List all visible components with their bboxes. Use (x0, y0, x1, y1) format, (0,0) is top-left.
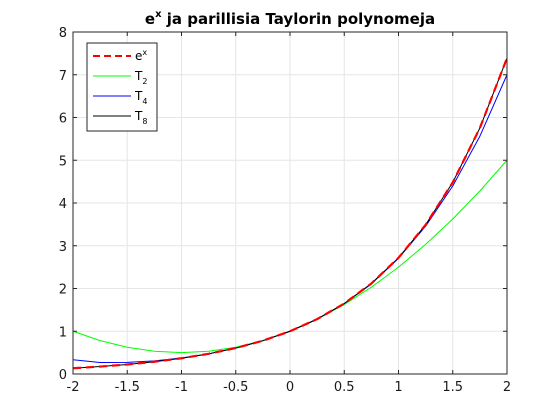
x-tick-label: 2 (503, 380, 511, 395)
y-tick-label: 4 (59, 197, 67, 212)
legend: ex T2 T4 T8 (86, 42, 158, 132)
legend-label: T2 (134, 69, 147, 86)
x-tick-label: -1 (175, 380, 188, 395)
x-tick-label: 1 (394, 380, 402, 395)
x-tick-label: 0 (286, 380, 294, 395)
y-tick-label: 3 (59, 240, 67, 255)
y-tick-label: 1 (59, 325, 67, 340)
y-tick-label: 2 (59, 283, 67, 298)
y-tick-label: 5 (59, 154, 67, 169)
y-tick-label: 8 (59, 26, 67, 41)
x-tick-label: -2 (67, 380, 80, 395)
x-tick-label: 0.5 (334, 380, 355, 395)
y-tick-label: 6 (59, 112, 67, 127)
title-rest: ja parillisia Taylorin polynomeja (162, 10, 436, 28)
x-tick-label: -0.5 (223, 380, 248, 395)
series-lines (72, 57, 509, 370)
series-line-e-x (72, 57, 509, 370)
y-tick-label: 0 (59, 368, 67, 383)
chart-title: ex ja parillisia Taylorin polynomeja (145, 9, 435, 28)
x-tick-label: -1.5 (115, 380, 140, 395)
title-base: e (145, 10, 155, 28)
y-tick-label: 7 (59, 69, 67, 84)
legend-label: T8 (134, 109, 147, 126)
legend-label: T4 (134, 89, 147, 106)
title-superscript: x (155, 9, 162, 20)
legend-label: ex (135, 48, 147, 63)
x-tick-label: 1.5 (442, 380, 463, 395)
axis-ticks: -2 -1.5 -1 -0.5 0 0.5 1 1.5 2 0 1 2 3 4 5 6 7 8 (59, 26, 511, 395)
